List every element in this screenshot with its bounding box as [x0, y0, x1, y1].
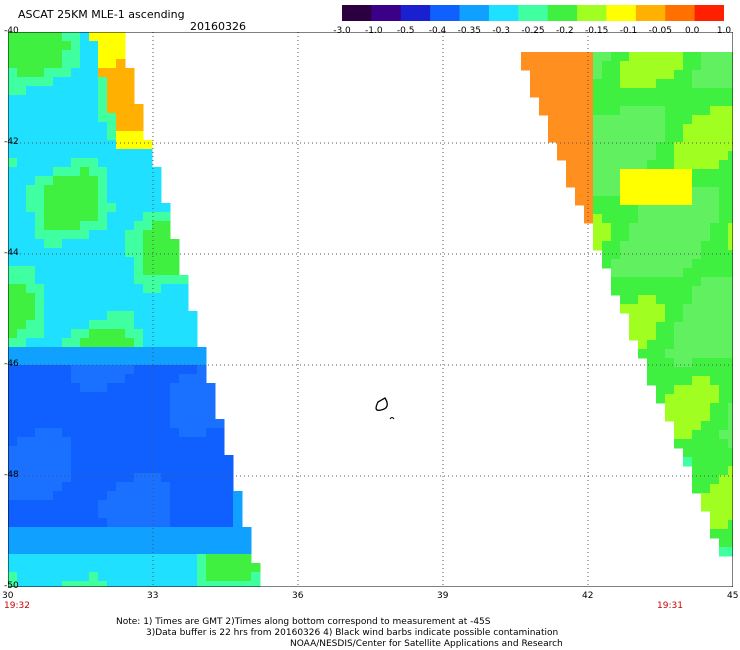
colorbar-segment [665, 5, 696, 21]
longitude-tick-label: 36 [292, 591, 304, 601]
latitude-tick-label: -50 [4, 581, 19, 591]
latitude-tick-label: -44 [4, 248, 19, 258]
latitude-tick-label: -48 [4, 470, 19, 480]
longitude-tick-label: 30 [2, 591, 14, 601]
latitude-tick-label: -40 [4, 26, 19, 36]
colorbar-segment [430, 5, 461, 21]
note-line-2: 3)Data buffer is 22 hrs from 20160326 4)… [146, 628, 559, 638]
colorbar-tick-label: -1.0 [365, 26, 383, 36]
note-line-3: NOAA/NESDIS/Center for Satellite Applica… [290, 639, 563, 649]
colorbar-segment [547, 5, 578, 21]
colorbar-segment [400, 5, 431, 21]
colorbar-tick-label: -0.5 [396, 26, 415, 36]
island-outline [375, 397, 388, 411]
colorbar-tick-label: -0.1 [619, 26, 638, 36]
longitude-tick-label: 45 [727, 591, 739, 601]
colorbar-tick-label: 0.0 [684, 26, 700, 36]
latitude-tick-label: -42 [4, 137, 19, 147]
longitude-tick-label: 33 [147, 591, 159, 601]
product-date: 20160326 [190, 20, 246, 33]
colorbar-tick-label: -0.15 [585, 26, 609, 36]
colorbar-segment [518, 5, 549, 21]
colorbar-segment [577, 5, 607, 21]
colorbar-segment [459, 5, 490, 21]
colorbar-labels: -3.0 -1.0 -0.5 -0.4 -0.35 -0.3 -0.25 -0.2 -0.15-… [330, 26, 735, 38]
island-outline-small [389, 417, 395, 420]
colorbar-tick-label: -0.35 [457, 26, 481, 36]
longitude-tick-label: 42 [582, 591, 594, 601]
colorbar-segment [488, 5, 519, 21]
colorbar-segment [342, 5, 372, 21]
colorbar-segment [694, 5, 724, 21]
colorbar-tick-label: 1.0 [716, 26, 732, 36]
end-time: 19:31 [657, 601, 683, 611]
colorbar-segment [371, 5, 402, 21]
note-line-1: Note: 1) Times are GMT 2)Times along bot… [116, 617, 491, 627]
colorbar-segment [635, 5, 666, 21]
colorbar-tick-label: -0.05 [648, 26, 672, 36]
colorbar-tick-label: -0.4 [428, 26, 447, 36]
colorbar-tick-label: -0.2 [556, 26, 574, 36]
start-time: 19:32 [4, 601, 30, 611]
colorbar-tick-label: -0.3 [492, 26, 510, 36]
colorbar-tick-label: -0.25 [521, 26, 545, 36]
latitude-tick-label: -46 [4, 359, 19, 369]
longitude-tick-label: 39 [437, 591, 449, 601]
map-plot [8, 32, 733, 587]
colorbar-tick-label: -3.0 [333, 26, 351, 36]
product-title: ASCAT 25KM MLE-1 ascending [18, 8, 185, 21]
colorbar-segment [606, 5, 637, 21]
colorbar [342, 5, 724, 21]
